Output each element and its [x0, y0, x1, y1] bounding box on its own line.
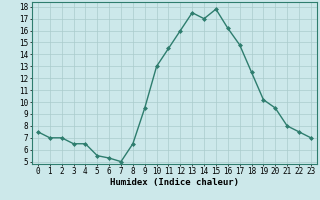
X-axis label: Humidex (Indice chaleur): Humidex (Indice chaleur): [110, 178, 239, 187]
